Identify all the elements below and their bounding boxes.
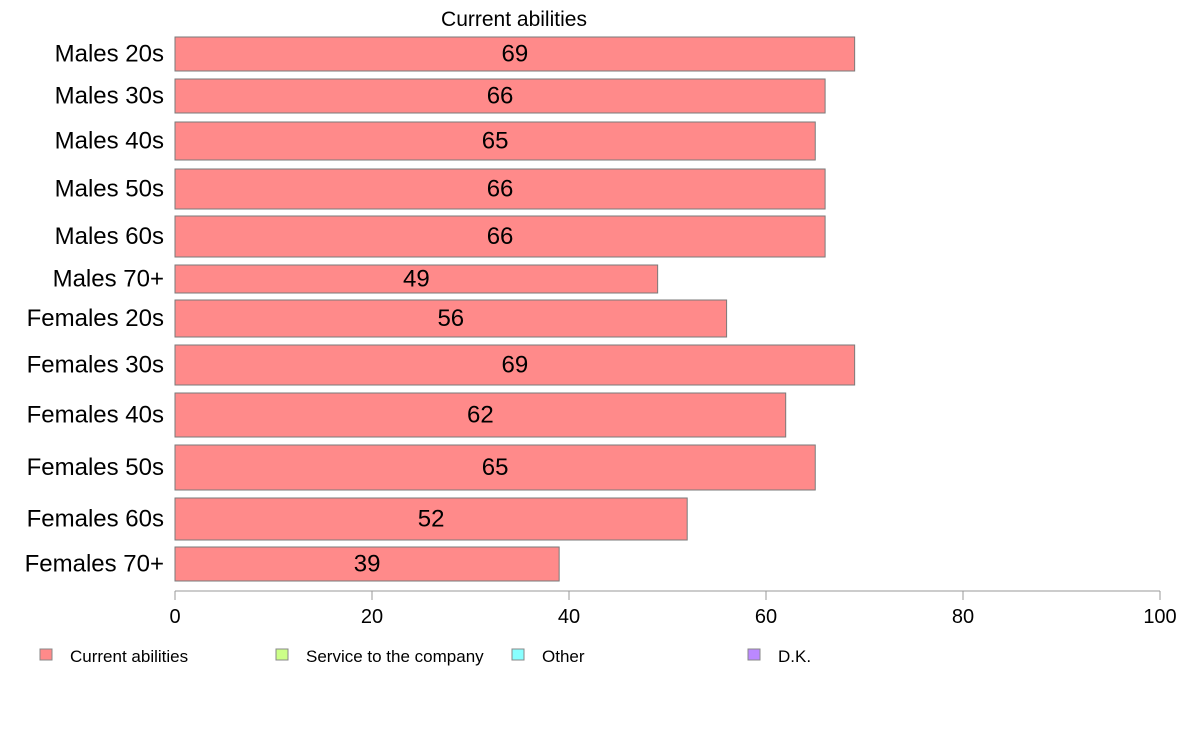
x-tick-label: 80 bbox=[952, 606, 974, 628]
bar bbox=[174, 299, 728, 338]
bar bbox=[174, 168, 826, 210]
category-label: Females 30s bbox=[27, 352, 164, 379]
data-label: 62 bbox=[467, 402, 494, 429]
data-label: 52 bbox=[418, 506, 445, 533]
data-label: 69 bbox=[501, 41, 528, 68]
x-tick-label: 100 bbox=[1143, 606, 1176, 628]
data-label: 66 bbox=[487, 223, 514, 250]
bar bbox=[174, 546, 560, 582]
bar bbox=[174, 344, 856, 386]
category-label: Males 20s bbox=[55, 41, 164, 68]
category-label: Females 70+ bbox=[25, 551, 164, 578]
legend-label: Current abilities bbox=[70, 647, 188, 666]
category-label: Males 30s bbox=[55, 83, 164, 110]
legend-label: Other bbox=[542, 647, 585, 666]
x-axis: 0 20 40 60 80 100 bbox=[169, 590, 1177, 628]
bar bbox=[174, 215, 826, 258]
data-label: 69 bbox=[501, 352, 528, 379]
bar bbox=[174, 392, 787, 438]
legend-swatch bbox=[511, 648, 525, 661]
category-label: Males 70+ bbox=[53, 266, 164, 293]
data-label: 65 bbox=[482, 454, 509, 481]
data-label: 65 bbox=[482, 128, 509, 155]
data-label: 49 bbox=[403, 266, 430, 293]
category-label: Males 60s bbox=[55, 223, 164, 250]
bars-group bbox=[174, 36, 856, 582]
category-label: Females 60s bbox=[27, 506, 164, 533]
x-tick-label: 40 bbox=[558, 606, 580, 628]
category-label: Females 20s bbox=[27, 305, 164, 332]
legend-swatch bbox=[747, 648, 761, 661]
bar bbox=[174, 78, 826, 114]
bar bbox=[174, 497, 688, 541]
data-label: 66 bbox=[487, 83, 514, 110]
legend-label: Service to the company bbox=[306, 647, 484, 666]
legend: Current abilities Service to the company O… bbox=[39, 647, 811, 666]
category-label: Males 40s bbox=[55, 128, 164, 155]
bar bbox=[174, 444, 816, 491]
data-label: 66 bbox=[487, 176, 514, 203]
data-label: 56 bbox=[437, 305, 464, 332]
value-labels: 69 66 65 66 66 49 56 69 62 65 52 39 bbox=[354, 41, 528, 578]
bar bbox=[174, 264, 659, 294]
x-tick-label: 20 bbox=[361, 606, 383, 628]
legend-label: D.K. bbox=[778, 647, 811, 666]
category-label: Females 40s bbox=[27, 402, 164, 429]
category-label: Females 50s bbox=[27, 454, 164, 481]
legend-swatch bbox=[275, 648, 289, 661]
category-labels: Males 20s Males 30s Males 40s Males 50s Male… bbox=[25, 41, 164, 578]
category-label: Males 50s bbox=[55, 176, 164, 203]
bar bbox=[174, 36, 856, 72]
chart-title: Current abilities bbox=[441, 8, 587, 31]
x-tick-label: 0 bbox=[169, 606, 180, 628]
x-tick-label: 60 bbox=[755, 606, 777, 628]
data-label: 39 bbox=[354, 551, 381, 578]
bar bbox=[174, 121, 816, 161]
legend-swatch bbox=[39, 648, 53, 661]
